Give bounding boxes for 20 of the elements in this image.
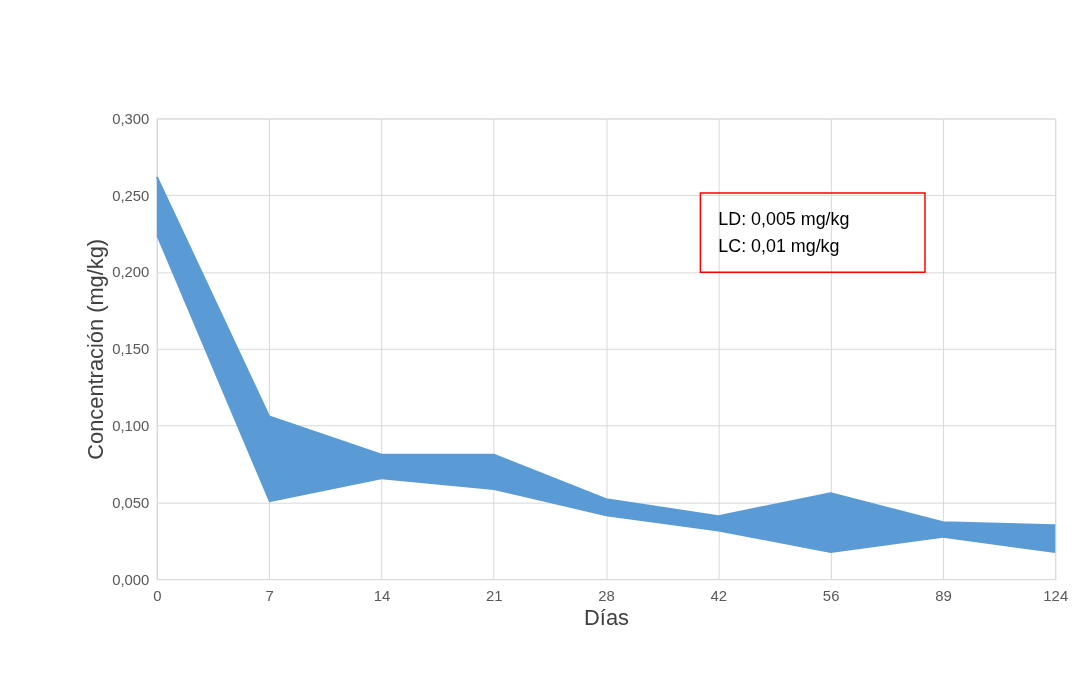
x-tick-label: 124	[1043, 588, 1069, 605]
x-tick-label: 28	[598, 588, 615, 605]
y-axis-title: Concentración (mg/kg)	[83, 238, 109, 460]
y-tick-label: 0,000	[112, 571, 150, 588]
x-tick-label: 89	[935, 588, 952, 605]
x-tick-label: 7	[265, 588, 274, 605]
y-tick-label: 0,050	[112, 494, 150, 511]
y-tick-label: 0,250	[112, 187, 150, 204]
x-tick-label: 0	[153, 588, 162, 605]
annotation: LC: 0,01 mg/kg	[718, 235, 840, 256]
x-axis-title: Días	[584, 605, 630, 631]
y-tick-label: 0,100	[112, 418, 150, 435]
annotation: LD: 0,005 mg/kg	[718, 208, 850, 229]
y-tick-label: 0,200	[112, 264, 150, 281]
x-tick-label: 42	[710, 588, 728, 605]
y-tick-label: 0,300	[112, 110, 150, 127]
x-tick-label: 56	[822, 588, 840, 605]
y-tick-label: 0,150	[112, 341, 150, 358]
x-tick-label: 21	[485, 588, 503, 605]
x-tick-label: 14	[373, 588, 391, 605]
